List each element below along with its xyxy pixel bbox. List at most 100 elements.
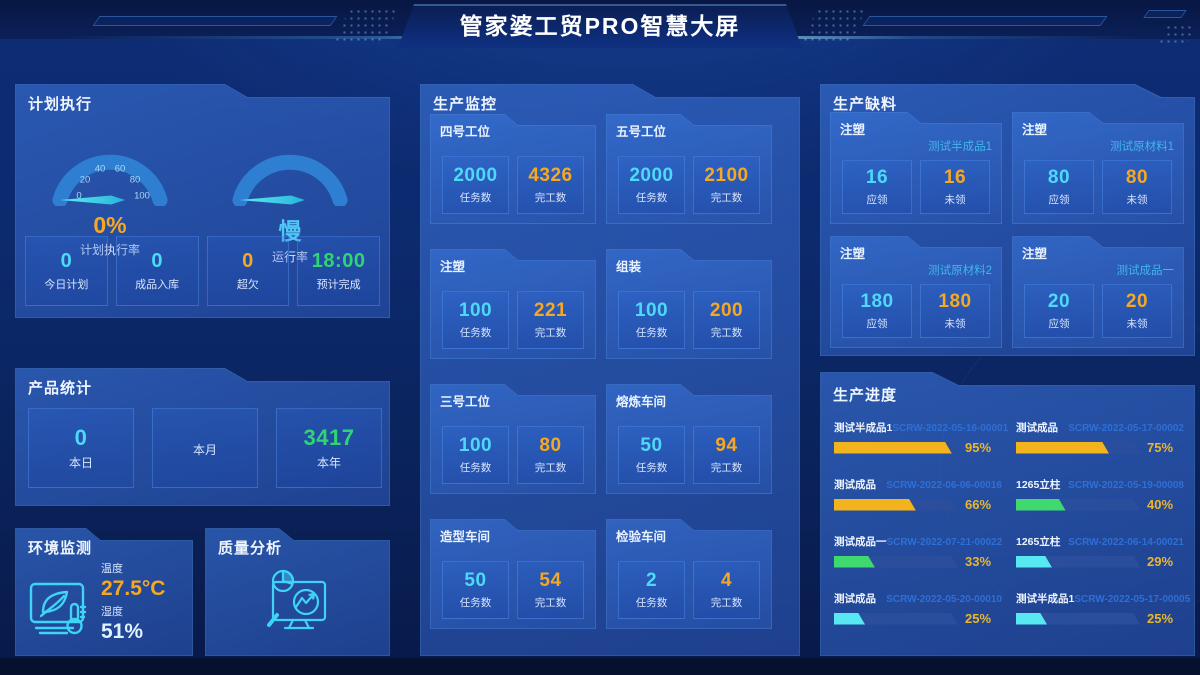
panel-quality: 质量分析 [205,528,390,656]
progress-track [1016,556,1140,568]
card-border [606,114,772,224]
stat-value: 0 [151,250,163,272]
done-value: 94 [715,435,738,456]
shortage-card: 注塑 测试原材料1 80 应领 80 未领 [1012,112,1184,224]
temperature-label: 温度 [101,563,123,575]
done-label: 完工数 [534,462,567,474]
progress-fill [834,499,916,511]
page-title: 管家婆工贸PRO智慧大屏 [459,13,741,39]
progress-track [1016,442,1140,454]
need-label: 应领 [1048,318,1070,330]
pending-label: 未领 [944,318,966,330]
progress-track [834,556,958,568]
task-box: 50 任务数 [618,426,685,484]
card-title: 四号工位 [440,125,491,139]
task-label: 任务数 [459,462,492,474]
task-value: 50 [464,570,487,591]
card-border [1012,236,1184,348]
need-value: 180 [860,291,894,312]
card-fill [831,113,1001,223]
card-title: 五号工位 [616,125,667,139]
monitor-card-assembly: 组装 100 任务数 200 完工数 [606,249,772,359]
done-box: 4 完工数 [693,561,760,619]
material-name: 测试成品一 [1116,265,1175,277]
card-title: 三号工位 [440,395,491,409]
product-name: 测试成品 [834,479,876,491]
decorative-dots [1158,24,1196,46]
card-title: 注塑 [440,260,466,274]
progress-row: 测试成品 SCRW-2022-05-20-00010 25% [834,591,1002,626]
run-rate-gauge: 慢 运行率 [215,126,365,265]
done-box: 94 完工数 [693,426,760,484]
panel-fill [821,85,1194,355]
stat-box-finished-inbound: 0 成品入库 [115,236,199,306]
panel-title: 生产监控 [433,96,498,113]
card-border [606,249,772,359]
product-name: 测试成品 [834,593,876,605]
panel-plan-execution: 计划执行 0 20 40 60 80 100 0% 计划执行率 [15,84,390,318]
panel-title: 产品统计 [28,380,93,397]
pending-label: 未领 [1126,194,1148,206]
stat-box-today-plan: 0 今日计划 [25,236,108,306]
card-border [606,384,772,494]
need-box: 80 应领 [1024,160,1094,214]
pending-box: 16 未领 [920,160,990,214]
process-name: 注塑 [840,123,866,137]
stat-box-overdue: 0 超欠 [206,236,290,306]
stat-value: 3417 [303,425,355,450]
panel-production-monitor: 生产监控 四号工位 2000 任务数 4326 完工数 五号工位 200 [420,84,800,656]
card-fill [431,520,595,628]
product-name: 测试成品一 [834,536,887,548]
task-label: 任务数 [635,327,668,339]
progress-row: 测试成品 SCRW-2022-06-06-00016 66% [834,477,1002,512]
plan-stats-row: 0 今日计划 0 成品入库 0 超欠 18:00 预计完成 [25,236,380,306]
order-number: SCRW-2022-05-16-00001 [892,423,1009,434]
decorative-shape [1143,10,1187,18]
need-label: 应领 [1048,194,1070,206]
temperature-value: 27.5°C [101,577,166,600]
order-number: SCRW-2022-07-21-00022 [886,537,1003,548]
pending-value: 16 [943,167,967,188]
progress-track [1016,499,1140,511]
panel-title: 环境监测 [28,540,93,557]
stat-box-year: 3417 本年 [276,408,382,488]
task-label: 任务数 [459,597,492,609]
progress-fill [1016,556,1052,568]
card-border [830,112,1002,224]
task-box: 2 任务数 [618,561,685,619]
panel-title: 生产缺料 [833,96,898,113]
need-value: 20 [1047,291,1071,312]
plan-rate-label: 计划执行率 [79,243,140,257]
plan-rate-value: 0% [93,212,127,238]
card-title: 组装 [616,260,642,274]
progress-row: 测试半成品1 SCRW-2022-05-16-00001 95% [834,420,1008,455]
gauge-arc [52,154,168,208]
monitor-card-inspection: 检验车间 2 任务数 4 完工数 [606,519,772,629]
task-value: 2 [645,570,658,591]
card-border [430,384,596,494]
stat-label: 预计完成 [316,279,361,291]
done-box: 2100 完工数 [693,156,760,214]
progress-fill [1016,442,1109,454]
run-rate-label: 运行率 [271,250,308,264]
process-name: 注塑 [840,247,866,261]
need-value: 16 [865,167,889,188]
need-value: 80 [1047,167,1071,188]
gauge-tick: 60 [114,163,126,175]
progress-percent: 25% [1147,611,1174,626]
stat-box-month: 本月 [152,408,258,488]
done-box: 54 完工数 [517,561,584,619]
progress-fill [1016,613,1047,625]
environment-monitor-icon [27,576,95,647]
material-name: 测试半成品1 [928,141,992,153]
done-label: 完工数 [710,462,743,474]
order-number: SCRW-2022-05-20-00010 [886,594,1002,605]
gauge-arc [232,154,348,208]
progress-fill [1016,499,1066,511]
gauge-tick: 0 [76,190,82,202]
need-label: 应领 [866,194,888,206]
environment-readings: 温度 27.5°C 湿度 51% [101,558,165,644]
stat-box-estimated-finish: 18:00 预计完成 [297,236,380,306]
card-border [1012,112,1184,224]
